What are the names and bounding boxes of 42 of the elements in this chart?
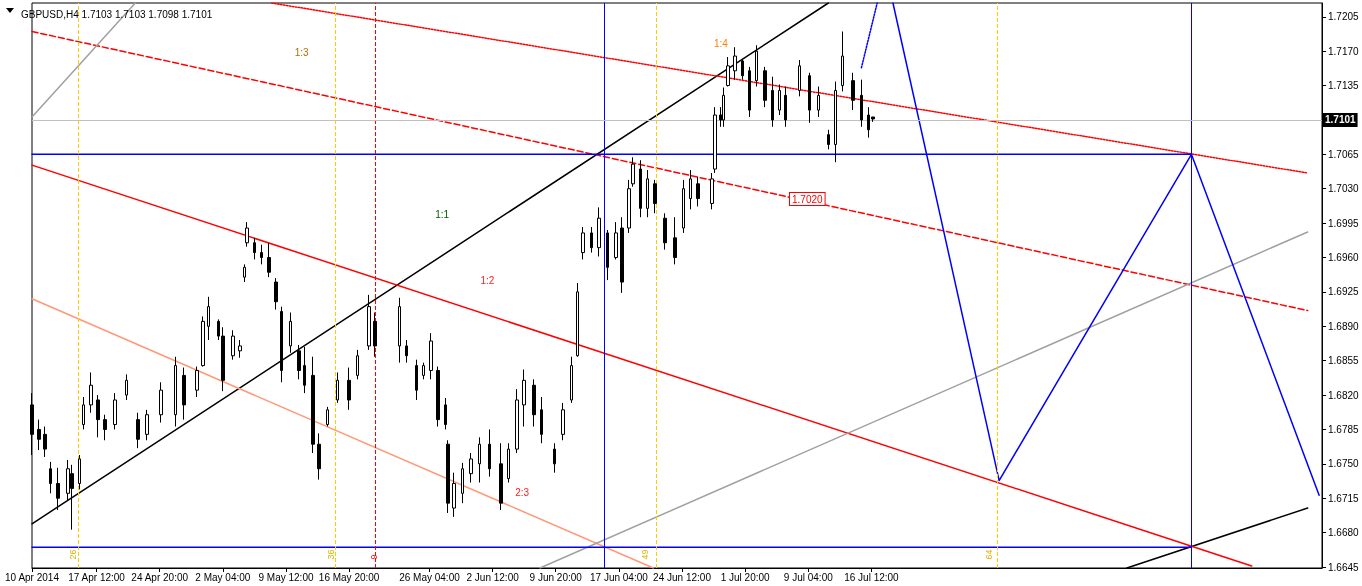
y-tick-label: 1.6750 — [1328, 458, 1360, 470]
x-tick-label: 9 May 12:00 — [258, 571, 314, 583]
x-tick-label: 17 Apr 12:00 — [68, 571, 126, 583]
annotation: 1:4 — [713, 37, 729, 49]
annotation: 49 — [639, 549, 650, 560]
x-tick-label: 2 Jun 12:00 — [466, 571, 520, 583]
y-tick-label: 1.6960 — [1328, 252, 1360, 263]
y-tick-label: 1.6680 — [1328, 527, 1360, 539]
x-tick-label: 9 Jul 04:00 — [783, 571, 834, 583]
y-tick-label: 1.7030 — [1328, 183, 1360, 195]
x-tick-label: 16 Jul 12:00 — [844, 571, 900, 583]
x-tick-label: 2 May 04:00 — [195, 571, 251, 583]
x-tick-label: 17 Jun 04:00 — [589, 571, 649, 583]
annotation: 1:1 — [435, 209, 450, 221]
y-tick-label: 1.7135 — [1328, 80, 1360, 92]
x-tick-label: 24 Apr 20:00 — [131, 571, 189, 583]
annotation: 1:2 — [480, 275, 495, 287]
x-tick-label: 16 May 20:00 — [318, 571, 380, 583]
y-tick-label: 1.7065 — [1328, 148, 1360, 160]
y-tick-label: 1.7170 — [1328, 45, 1360, 57]
x-tick-label: 26 May 04:00 — [399, 571, 461, 583]
x-tick-label: 1 Jul 20:00 — [720, 571, 771, 583]
y-tick-label: 1.7205 — [1328, 11, 1360, 23]
annotation: 1.7020 — [791, 193, 824, 205]
annotation: 64 — [983, 549, 994, 560]
x-tick-label: 9 Jun 20:00 — [529, 571, 583, 583]
annotation: 36 — [326, 549, 337, 560]
y-tick-label: 1.6645 — [1328, 561, 1360, 573]
annotation: 26 — [68, 549, 79, 560]
y-tick-label: 1.6995 — [1328, 217, 1360, 229]
x-tick-label: 24 Jun 12:00 — [653, 571, 712, 583]
ref-line-label: 1.7101 — [1325, 114, 1357, 126]
y-tick-label: 1.6925 — [1328, 286, 1360, 298]
x-tick-label: 10 Apr 2014 — [5, 571, 60, 583]
annotation: 1:3 — [294, 46, 309, 58]
y-tick-label: 1.6890 — [1328, 320, 1360, 332]
y-tick-label: 1.6715 — [1328, 492, 1360, 504]
annotation: 2:3 — [515, 487, 530, 499]
y-tick-label: 1.6785 — [1328, 423, 1360, 435]
y-tick-label: 1.6820 — [1328, 389, 1360, 401]
y-tick-label: 1.6855 — [1328, 355, 1360, 367]
text: GBPUSD,H4 1.7103 1.7103 1.7098 1.7101 — [21, 8, 213, 20]
